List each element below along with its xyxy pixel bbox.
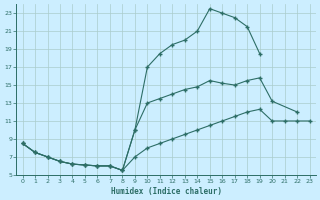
X-axis label: Humidex (Indice chaleur): Humidex (Indice chaleur) bbox=[111, 187, 221, 196]
